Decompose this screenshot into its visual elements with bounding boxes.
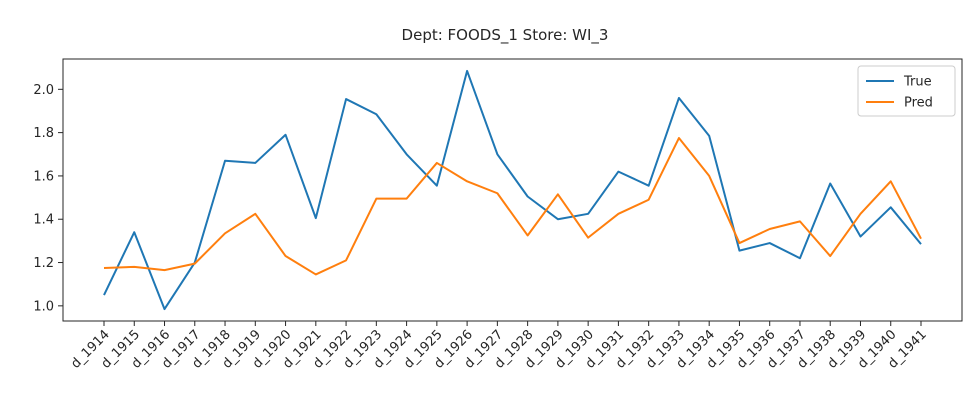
legend: True Pred <box>857 65 956 117</box>
series-layer <box>103 69 922 311</box>
series-line-pred <box>103 137 922 276</box>
y-tick-label: 1.8 <box>33 126 54 141</box>
y-tick-label: 1.0 <box>33 299 54 314</box>
legend-label: Pred <box>904 96 933 111</box>
legend-label: True <box>903 75 932 90</box>
y-tick-label: 1.4 <box>33 213 54 228</box>
x-axis: d_1914d_1915d_1916d_1917d_1918d_1919d_19… <box>68 321 930 372</box>
chart-title: Dept: FOODS_1 Store: WI_3 <box>402 26 609 45</box>
y-tick-label: 1.6 <box>33 169 54 184</box>
legend-box <box>857 65 956 117</box>
plot-area <box>62 58 963 322</box>
series-line-true <box>103 69 922 311</box>
y-tick-label: 1.2 <box>33 256 54 271</box>
y-axis: 1.0 1.2 1.4 1.6 1.8 2.0 <box>33 83 63 314</box>
y-tick-label: 2.0 <box>33 83 54 98</box>
